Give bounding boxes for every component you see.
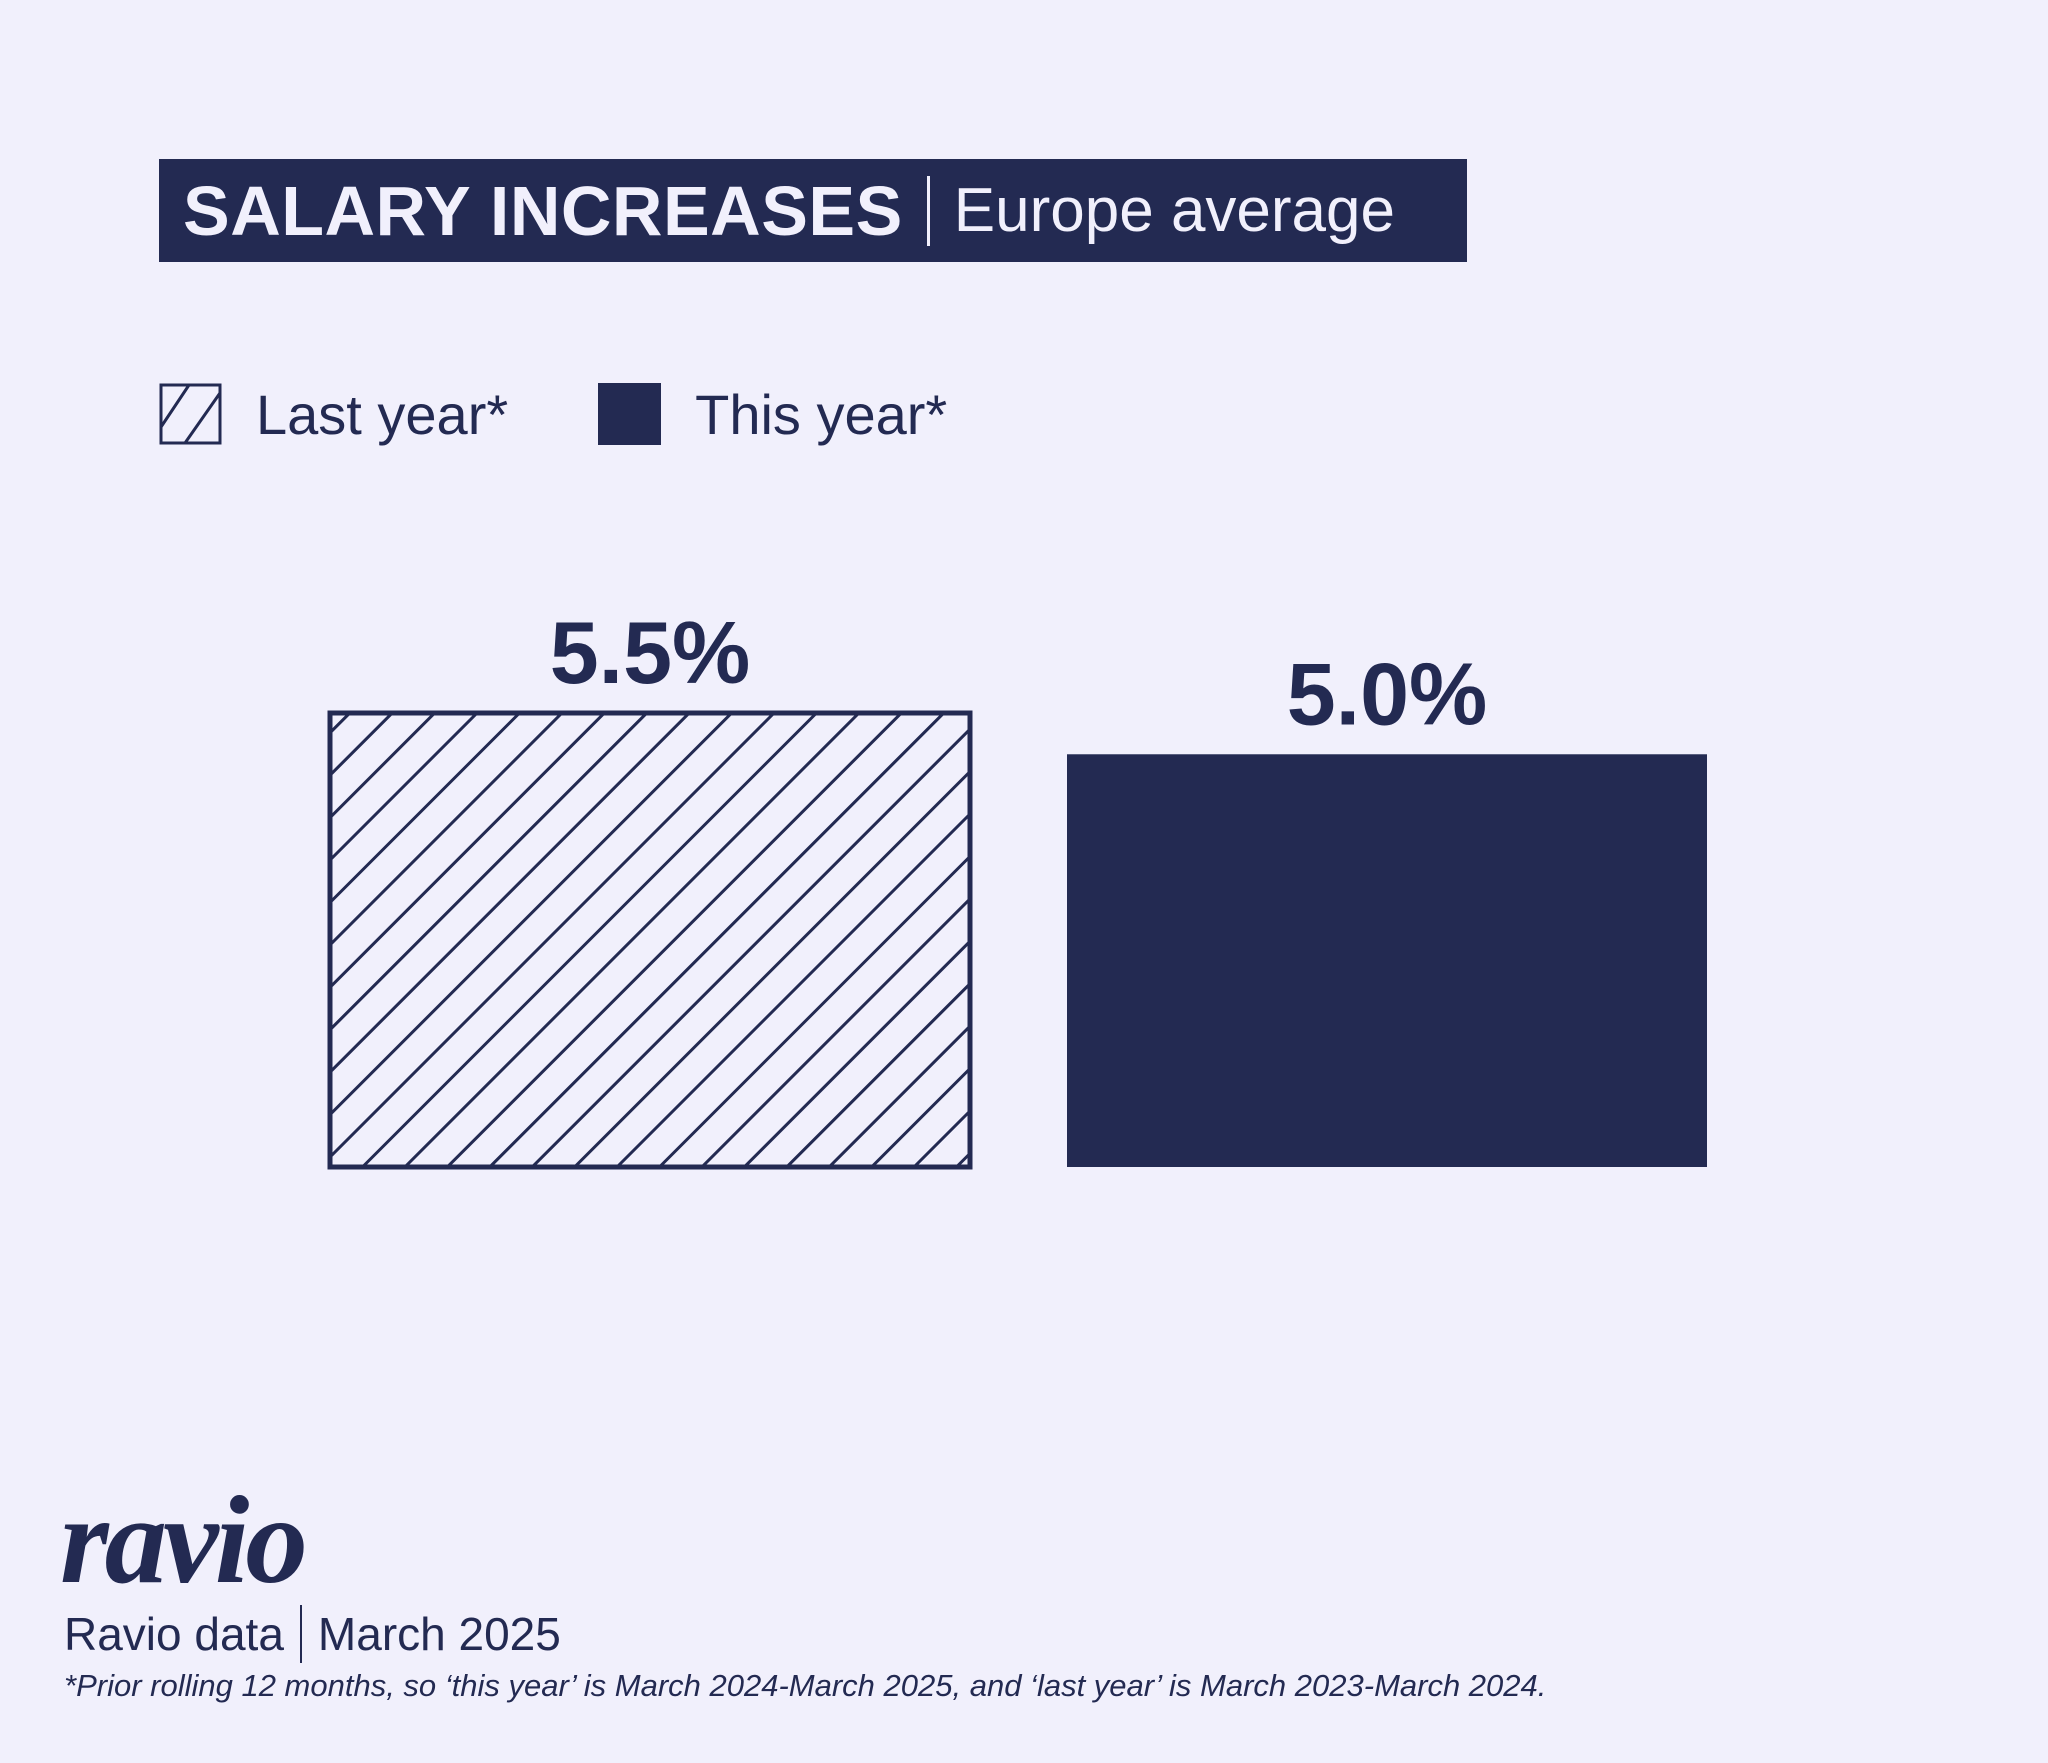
data-label: 5.0% <box>1287 644 1488 743</box>
hatched-swatch-icon <box>159 383 222 445</box>
chart-title: SALARY INCREASES <box>183 171 903 250</box>
footnote: *Prior rolling 12 months, so ‘this year’… <box>64 1668 1547 1703</box>
solid-swatch-icon <box>598 383 662 445</box>
legend-item-last-year: Last year* <box>159 382 508 447</box>
source-name: Ravio data <box>64 1608 284 1660</box>
source-line: Ravio data March 2025 <box>64 1605 561 1663</box>
chart-title-banner: SALARY INCREASES Europe average <box>159 159 1467 262</box>
legend-label: Last year* <box>256 382 509 446</box>
data-label: 5.5% <box>550 603 751 702</box>
legend: Last year* This year* <box>159 382 1037 447</box>
bar-this-year <box>1067 754 1707 1167</box>
source-date: March 2025 <box>317 1608 561 1660</box>
ravio-logo: ravio <box>60 1472 308 1610</box>
legend-label: This year* <box>695 382 948 446</box>
legend-item-this-year: This year* <box>598 382 947 447</box>
chart-subtitle: Europe average <box>953 176 1396 245</box>
bar-last-year <box>327 710 973 1170</box>
title-divider <box>926 175 930 246</box>
source-divider <box>299 1605 302 1663</box>
